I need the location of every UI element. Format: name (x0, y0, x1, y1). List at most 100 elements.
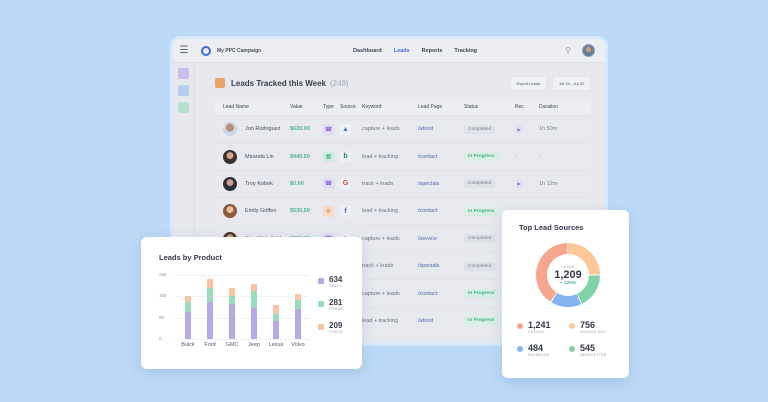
card-title: Leads by Product (159, 253, 222, 262)
keyword: capture + leads (362, 126, 400, 133)
chat-icon: ⚙ (323, 205, 334, 217)
y-tick-label: 80 (159, 314, 165, 320)
page-title: Leads Tracked this Week (231, 78, 327, 88)
lead-page-link[interactable]: /contact (418, 208, 438, 215)
brand[interactable]: My PPC Campaign (201, 45, 261, 56)
bar-ford[interactable] (207, 279, 213, 339)
duration: - (539, 153, 541, 160)
bar-jeep[interactable] (251, 283, 257, 339)
bar-gmc[interactable] (229, 287, 235, 339)
users-icon[interactable] (178, 85, 189, 96)
lead-page-link[interactable]: /about (418, 317, 434, 324)
bar-segment-calls (229, 303, 235, 339)
legend-value: 634 (329, 275, 343, 284)
lead-value: $440.50 (290, 153, 310, 160)
col-value[interactable]: Value (290, 104, 303, 110)
lead-page-link[interactable]: /about (418, 126, 434, 133)
col-status[interactable]: Status (464, 104, 479, 110)
calls-swatch-icon (318, 278, 324, 284)
nav-dashboard[interactable]: Dashboard (353, 48, 382, 54)
form-icon: ▦ (323, 151, 334, 163)
top-bar: ☰ My PPC Campaign Dashboard Leads Report… (173, 39, 605, 63)
bar-segment-calls (185, 312, 191, 339)
lead-page-link[interactable]: /contact (418, 290, 438, 297)
source-google-ads: 756 GOOGLE ADS (569, 320, 621, 334)
lead-name: Jon Rodriguez (245, 126, 281, 133)
user-avatar[interactable] (582, 44, 595, 57)
source-value: 545 (580, 343, 596, 353)
bar-segment-chats (251, 283, 257, 291)
chart-icon[interactable] (178, 68, 189, 79)
play-recording-icon[interactable]: ▶ (515, 125, 523, 134)
table-row[interactable]: Jon Rodriguez $620.00 ☎ ▲ capture + lead… (215, 115, 591, 143)
donut-label: LEADS (561, 264, 575, 269)
top-lead-sources-card: Top Lead Sources LEADS 1,209 + 120% 1,24… (502, 210, 629, 378)
table-row[interactable]: Troy Kobek $0.00 ☎ G track + leads /spec… (215, 169, 591, 198)
col-type[interactable]: Type (323, 104, 334, 110)
logo-icon (201, 45, 211, 56)
table-row[interactable]: Miranda Lin $440.50 ▦ b lead + tracking … (215, 142, 591, 170)
status-badge: In Progress (464, 316, 499, 326)
legend-item-chats: 209 CHATS (318, 321, 344, 334)
rec-empty: - (515, 153, 517, 160)
bar-segment-calls (273, 321, 279, 339)
status-badge: In Progress (464, 289, 499, 299)
col-source[interactable]: Source (340, 104, 356, 110)
bar-buick[interactable] (185, 295, 191, 339)
lead-page-link[interactable]: /specials (418, 180, 440, 187)
nav-leads[interactable]: Leads (393, 48, 410, 54)
leads-icon (215, 78, 225, 88)
legend-label: CALLS (329, 284, 343, 288)
google-icon: G (340, 178, 351, 190)
keyword: capture + leads (362, 290, 400, 297)
legend-label: CHATS (329, 330, 343, 334)
col-lead-name[interactable]: Lead Name (223, 104, 249, 110)
google-ads-swatch-icon (569, 323, 575, 329)
play-recording-icon[interactable]: ▶ (515, 179, 523, 188)
avatar (223, 204, 237, 219)
bar-segment-chats (273, 304, 279, 315)
keyword: capture + leads (362, 235, 400, 242)
lead-page-link[interactable]: /service (418, 235, 437, 242)
col-duration[interactable]: Duration (539, 104, 558, 110)
google-ads-icon: ▲ (340, 123, 351, 135)
export-leads-button[interactable]: Export Leads (509, 75, 548, 91)
bar-segment-calls (251, 307, 257, 339)
keyword: track + leads (362, 263, 394, 270)
keyword: lead + tracking (362, 153, 398, 160)
gridline (175, 317, 309, 319)
search-icon[interactable]: ⚲ (565, 46, 571, 55)
download-icon[interactable] (178, 102, 189, 113)
x-tick-label: Ford (204, 342, 216, 348)
x-tick-label: Lexus (268, 342, 284, 348)
lead-page-link[interactable]: /contact (418, 153, 438, 160)
nav-tracking[interactable]: Tracking (454, 48, 478, 54)
facebook-swatch-icon (517, 346, 523, 352)
bar-segment-chats (229, 287, 235, 296)
duration: 1h 50m (539, 126, 558, 133)
keyword: lead + tracking (362, 208, 398, 215)
leads-header: Leads Tracked this Week (248) Export Lea… (215, 73, 591, 93)
newsletter-swatch-icon (569, 346, 575, 352)
bar-volvo[interactable] (295, 293, 301, 339)
hamburger-icon[interactable]: ☰ (179, 45, 189, 56)
lead-name: Miranda Lin (245, 153, 274, 160)
lead-name: Troy Kobek (245, 180, 273, 187)
date-range-button[interactable]: Jul 24 - Jul 30 (552, 75, 591, 91)
lead-page-link[interactable]: /specials (418, 263, 440, 270)
col-lead-page[interactable]: Lead Page (418, 104, 443, 110)
bar-lexus[interactable] (273, 304, 279, 339)
chart-legend: 634 CALLS 281 FORMS 209 CHATS (318, 275, 344, 344)
source-label: FACEBOOK (528, 353, 550, 357)
chats-swatch-icon (318, 324, 324, 330)
leads-count: (248) (330, 78, 349, 88)
x-tick-label: Buick (181, 342, 195, 348)
nav-reports[interactable]: Reports (421, 48, 443, 54)
card-title: Top Lead Sources (519, 223, 584, 232)
sources-legend: 1,241 GOOGLE 756 GOOGLE ADS 484 FACEBOOK 54… (517, 320, 621, 357)
donut-chart: LEADS 1,209 + 120% (536, 243, 600, 307)
source-label: NEWSLETTER (580, 353, 607, 357)
col-keyword[interactable]: Keyword (362, 104, 382, 110)
col-rec[interactable]: Rec (515, 104, 524, 110)
legend-value: 281 (329, 298, 343, 307)
